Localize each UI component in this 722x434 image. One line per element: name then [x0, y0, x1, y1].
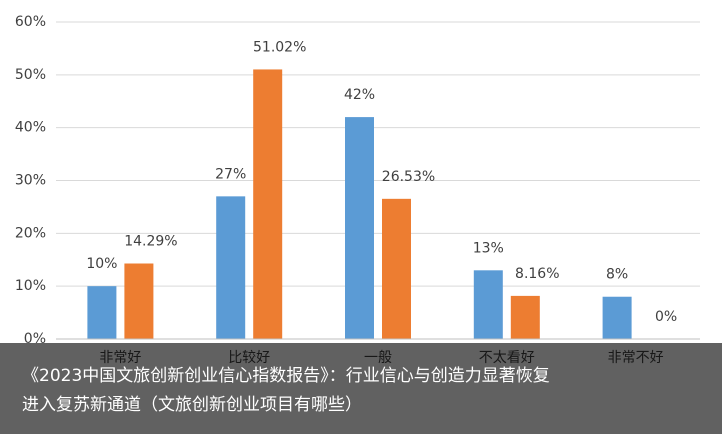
y-tick-label: 30%: [15, 173, 46, 189]
plot-area: 0%10%20%30%40%50%60%非常好比较好一般不太看好非常不好10%2…: [15, 14, 700, 366]
caption-line: 进入复苏新通道（文旅创新创业项目有哪些）: [22, 395, 362, 415]
data-label: 0%: [655, 309, 677, 325]
bar: [87, 286, 117, 339]
y-tick-label: 40%: [15, 120, 46, 136]
data-label: 8.16%: [515, 266, 559, 282]
y-tick-label: 10%: [15, 278, 46, 294]
bar: [345, 117, 374, 339]
data-label: 26.53%: [382, 169, 435, 185]
bar: [124, 263, 154, 339]
caption-overlay: [0, 343, 722, 434]
data-label: 51.02%: [253, 39, 306, 55]
y-tick-label: 50%: [15, 67, 46, 83]
bar: [216, 196, 246, 339]
data-label: 14.29%: [124, 234, 177, 250]
bar: [473, 270, 503, 339]
bar: [602, 296, 632, 339]
bar: [382, 198, 411, 339]
bar: [253, 69, 283, 339]
data-label: 27%: [215, 166, 246, 182]
data-label: 10%: [86, 256, 117, 272]
y-tick-label: 20%: [15, 225, 46, 241]
data-label: 13%: [473, 240, 504, 256]
y-tick-label: 60%: [15, 14, 46, 30]
data-label: 8%: [606, 267, 628, 283]
caption-line: 《2023中国文旅创新创业信心指数报告》：行业信心与创造力显著恢复: [22, 366, 550, 386]
bar: [510, 295, 540, 339]
data-label: 42%: [344, 87, 375, 103]
